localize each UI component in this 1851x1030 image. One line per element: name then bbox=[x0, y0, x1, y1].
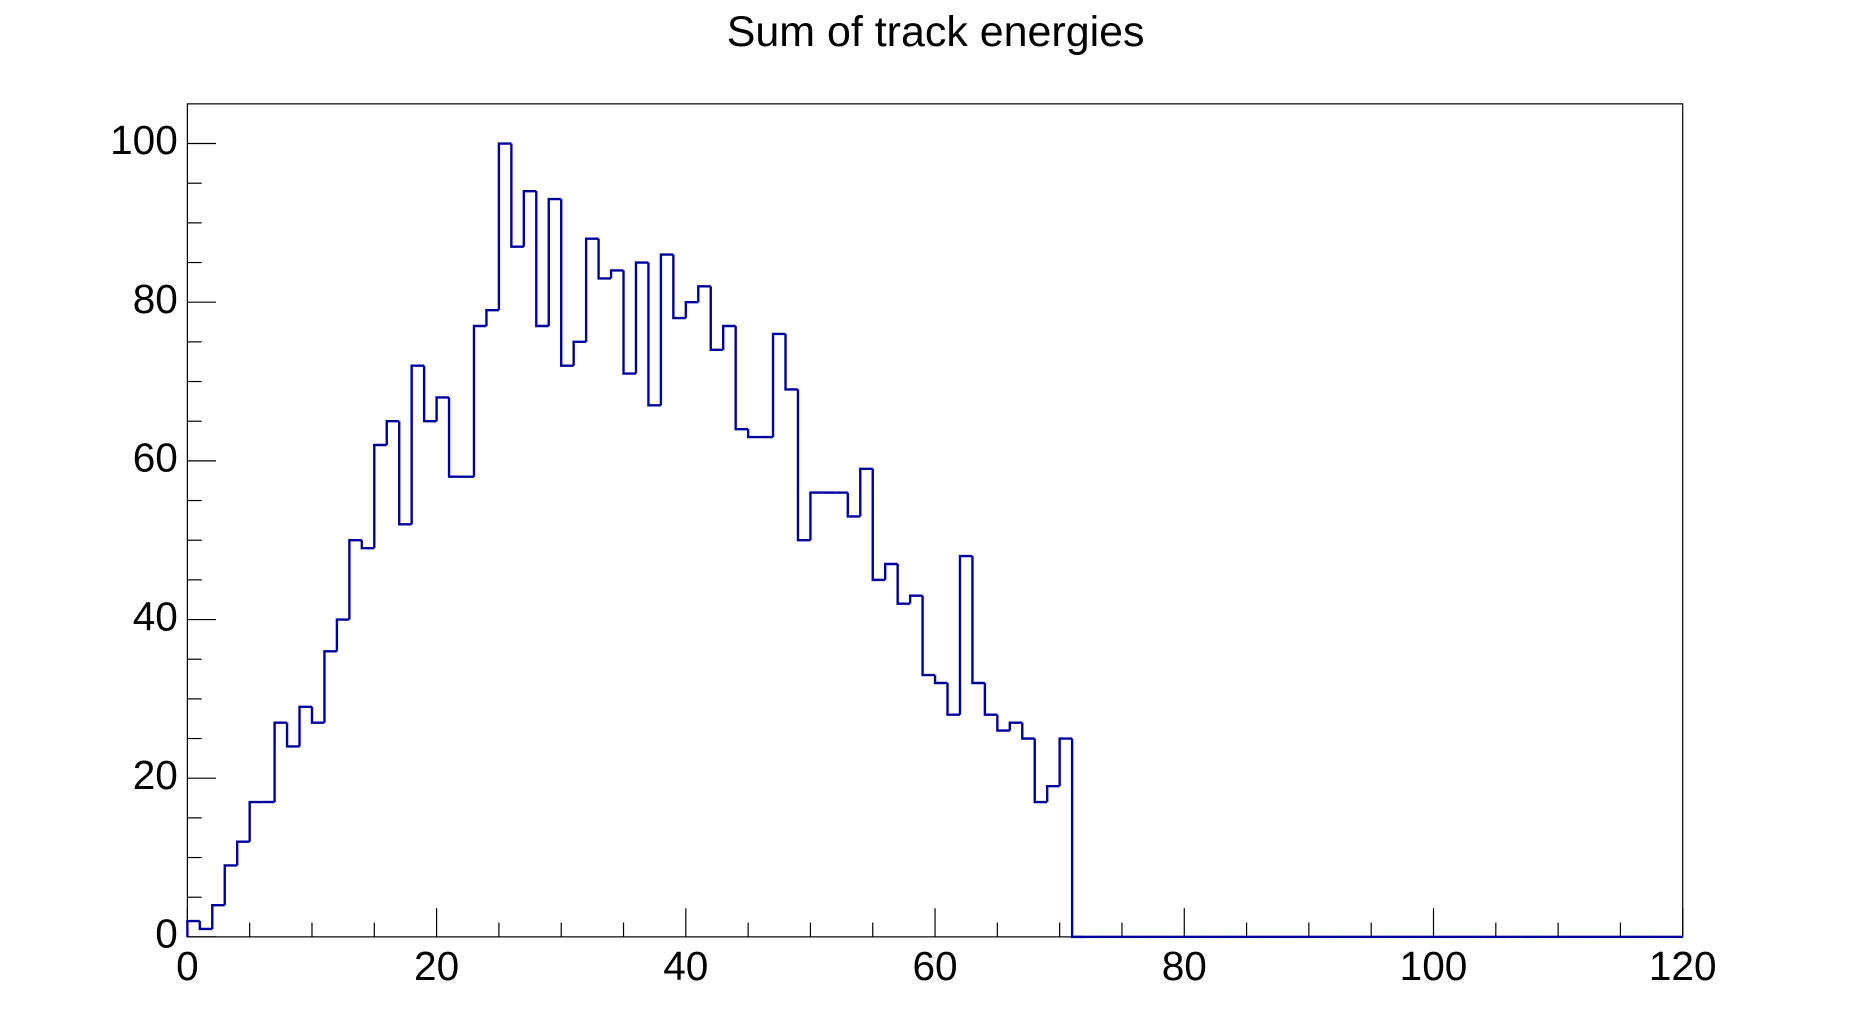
histogram-bin bbox=[908, 594, 923, 604]
histogram-bin bbox=[497, 142, 512, 311]
x-tick-label: 40 bbox=[663, 943, 708, 989]
y-tick-label: 100 bbox=[110, 117, 178, 163]
histogram-bin bbox=[684, 301, 699, 319]
histogram-bin bbox=[609, 269, 624, 279]
histogram-bin bbox=[622, 270, 636, 375]
histogram-bin bbox=[796, 389, 811, 542]
y-tick-label: 20 bbox=[133, 752, 178, 798]
histogram-bin bbox=[697, 285, 711, 303]
histogram-bin bbox=[335, 618, 350, 652]
histogram-bin bbox=[447, 397, 462, 478]
histogram-bin bbox=[647, 262, 661, 407]
histogram-bin bbox=[422, 365, 437, 423]
histogram-bin bbox=[784, 333, 798, 391]
histogram-bin bbox=[846, 492, 861, 518]
histogram-bin bbox=[198, 921, 213, 931]
histogram-bin bbox=[410, 364, 425, 525]
histogram-bin bbox=[572, 340, 587, 366]
y-tick-label: 40 bbox=[133, 593, 178, 639]
x-tick-label: 60 bbox=[912, 943, 957, 989]
chart-title: Sum of track energies bbox=[727, 8, 1145, 56]
histogram-bin bbox=[971, 556, 985, 685]
histogram-bin bbox=[236, 840, 250, 866]
histogram-bin bbox=[211, 903, 225, 929]
histogram-bin bbox=[958, 554, 973, 715]
histogram-bin bbox=[709, 286, 724, 351]
histogram-bin bbox=[1046, 784, 1060, 803]
histogram-bin bbox=[1070, 738, 1085, 939]
histogram-bin bbox=[186, 919, 200, 937]
histogram-bin bbox=[946, 683, 960, 716]
histogram-bin bbox=[859, 467, 873, 517]
histogram-bin bbox=[472, 324, 487, 477]
histogram-bin bbox=[323, 650, 337, 723]
histogram-bin bbox=[996, 714, 1010, 732]
histogram-bin bbox=[722, 324, 736, 350]
histogram-bin bbox=[884, 562, 898, 580]
histogram-bin bbox=[485, 308, 499, 327]
histogram-bin bbox=[1008, 721, 1023, 731]
histogram-bin bbox=[248, 800, 263, 842]
histogram-bin bbox=[983, 683, 998, 716]
histogram-bin bbox=[921, 595, 936, 677]
histogram-bin bbox=[273, 721, 288, 803]
histogram-bin bbox=[584, 237, 599, 342]
histogram-bin bbox=[871, 468, 886, 582]
x-tick-label: 120 bbox=[1649, 943, 1717, 989]
histogram-bin bbox=[1058, 737, 1073, 787]
x-tick-label: 0 bbox=[176, 943, 199, 989]
histogram-bin bbox=[535, 191, 549, 328]
histogram-bin bbox=[933, 675, 948, 685]
histogram-bin bbox=[285, 722, 300, 748]
histogram-bin bbox=[522, 189, 537, 247]
y-tick-label: 60 bbox=[133, 435, 178, 481]
histogram-bin bbox=[896, 564, 911, 605]
histogram-bin bbox=[360, 540, 375, 550]
histogram-bin bbox=[1033, 738, 1048, 804]
histogram-bin bbox=[672, 254, 686, 320]
histogram-bin bbox=[510, 143, 524, 248]
histogram-bin bbox=[746, 429, 761, 439]
histogram-bin bbox=[435, 396, 450, 422]
histogram-bin bbox=[634, 261, 649, 374]
histogram-bin bbox=[560, 199, 574, 367]
histogram-bin bbox=[597, 238, 612, 280]
x-tick-label: 100 bbox=[1400, 943, 1468, 989]
histogram-bin bbox=[385, 420, 400, 446]
y-tick-label: 0 bbox=[155, 911, 178, 957]
histogram-bin bbox=[298, 705, 312, 747]
histogram-bin bbox=[373, 443, 387, 549]
histogram-bin bbox=[659, 253, 674, 406]
histogram-bin bbox=[348, 539, 362, 620]
histogram-bin bbox=[310, 706, 325, 724]
histogram-bin bbox=[547, 197, 562, 327]
histogram-bin bbox=[734, 326, 749, 431]
histogram-bin bbox=[809, 491, 823, 541]
histogram-bin bbox=[771, 332, 786, 438]
y-tick-label: 80 bbox=[133, 276, 178, 322]
x-tick-label: 80 bbox=[1162, 943, 1207, 989]
histogram-bin bbox=[223, 864, 238, 906]
histogram-bin bbox=[398, 421, 412, 526]
histogram-bin bbox=[1021, 722, 1035, 740]
x-tick-label: 20 bbox=[414, 943, 459, 989]
